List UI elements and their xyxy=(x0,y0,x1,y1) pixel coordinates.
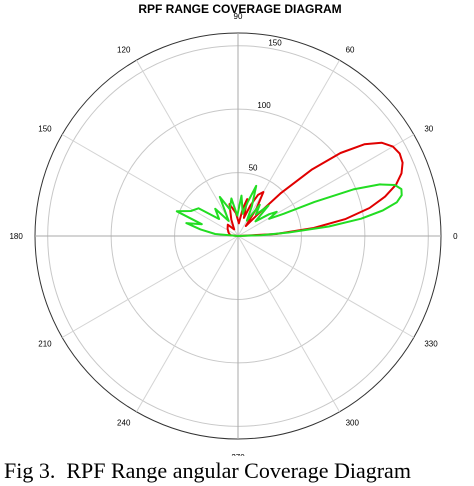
grid-spoke xyxy=(61,235,239,338)
grid-spoke xyxy=(237,59,340,237)
angle-tick-label: 270 xyxy=(231,453,245,456)
grid-spoke xyxy=(136,59,239,237)
range-tick-label: 50 xyxy=(249,164,258,173)
angle-tick-label: 150 xyxy=(38,124,52,133)
series-group xyxy=(175,141,404,237)
range-labels: 50 100 150 xyxy=(249,39,283,173)
chart-title: RPF RANGE COVERAGE DIAGRAM xyxy=(138,2,341,16)
series-line-red xyxy=(226,141,404,237)
angle-tick-label: 180 xyxy=(9,232,23,241)
grid-spoke xyxy=(237,134,415,237)
angle-tick-label: 210 xyxy=(38,340,52,349)
figure-caption: Fig 3. RPF Range angular Coverage Diagra… xyxy=(4,458,411,483)
grid-spoke xyxy=(237,235,340,413)
angle-tick-label: 0 xyxy=(453,232,458,241)
polar-grid xyxy=(34,32,442,440)
angle-tick-label: 60 xyxy=(346,46,355,55)
angle-tick-label: 30 xyxy=(424,124,433,133)
angle-tick-label: 300 xyxy=(346,418,360,427)
grid-spoke xyxy=(136,235,239,413)
series-line-green xyxy=(175,183,403,237)
angle-tick-label: 90 xyxy=(234,12,243,21)
angle-tick-label: 120 xyxy=(117,46,131,55)
grid-spoke xyxy=(237,235,415,338)
angle-tick-label: 330 xyxy=(424,340,438,349)
range-tick-label: 100 xyxy=(257,101,271,110)
range-tick-label: 150 xyxy=(268,39,282,48)
angle-labels: 0 30 60 90 120 150 180 210 240 270 300 330 xyxy=(9,12,458,456)
angle-tick-label: 240 xyxy=(117,418,131,427)
polar-chart: RPF RANGE COVERAGE DIAGRAM 50 100 150 0 30 6… xyxy=(9,2,458,456)
grid-spoke xyxy=(61,134,239,237)
